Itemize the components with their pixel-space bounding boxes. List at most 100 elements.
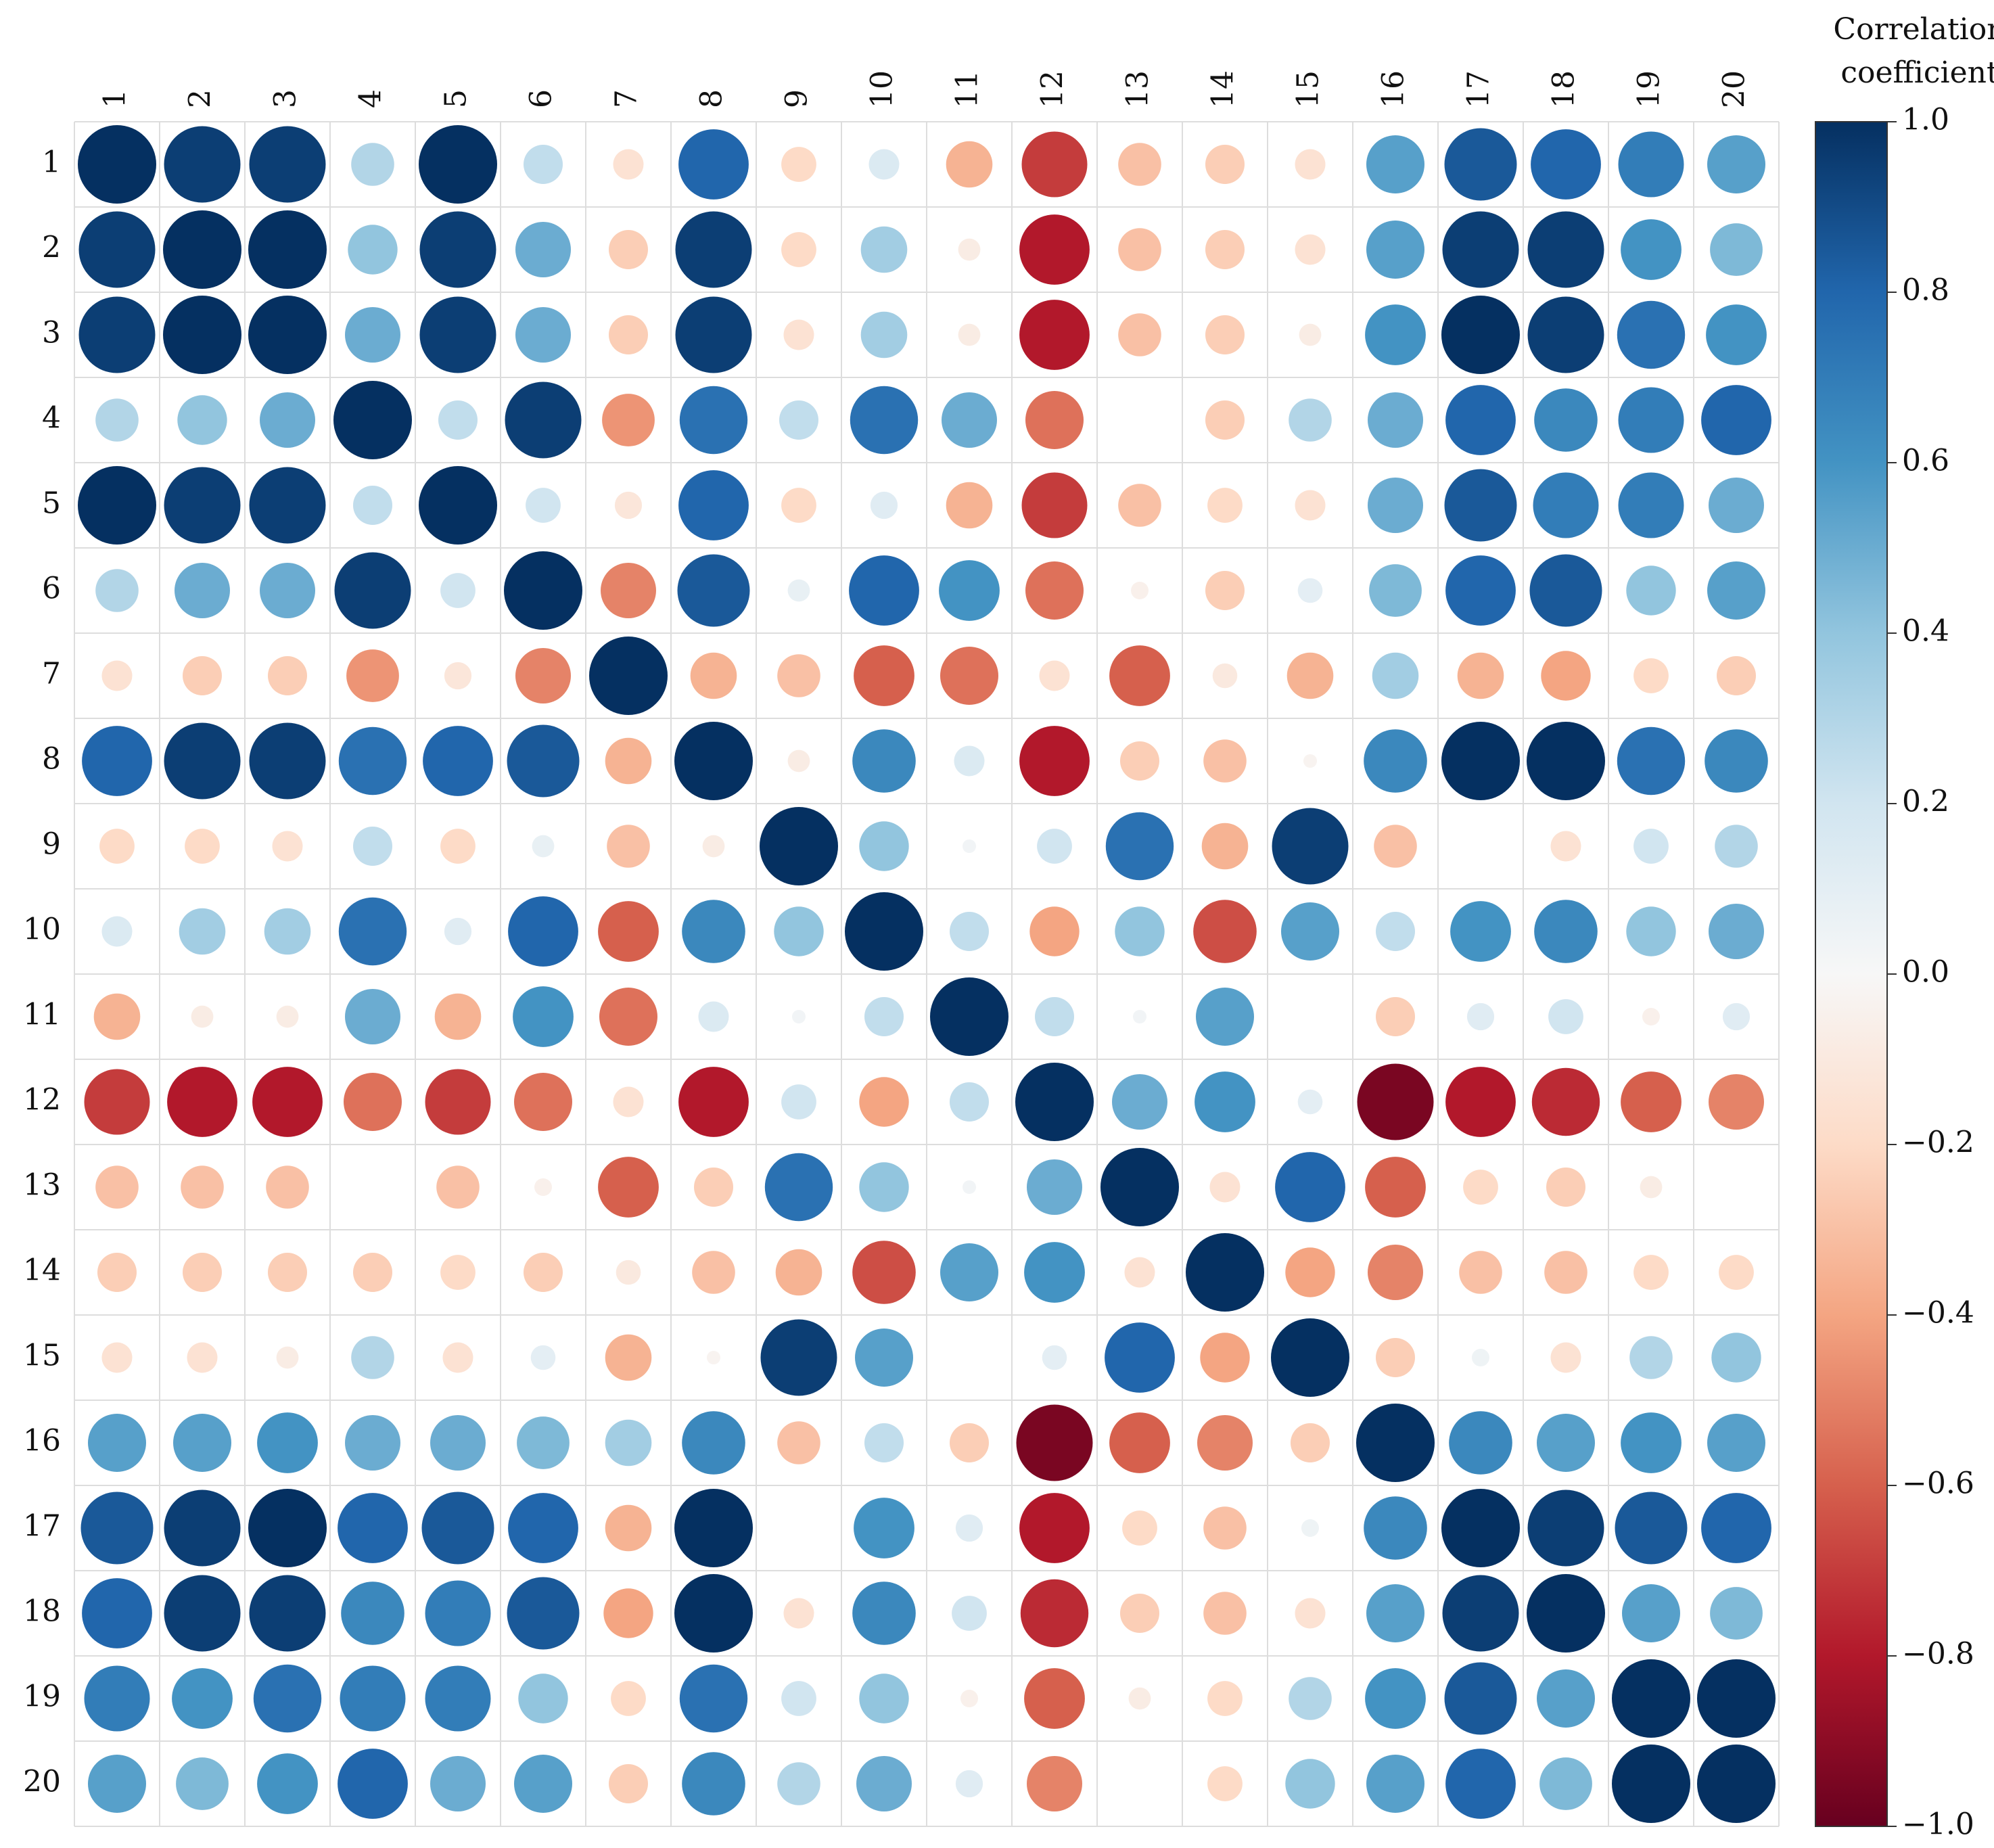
correlation-circle-19-20: [1697, 1659, 1776, 1738]
correlation-circle-15-3: [276, 1346, 299, 1369]
correlation-circle-8-13: [1120, 741, 1159, 781]
correlation-circle-12-6: [514, 1073, 572, 1131]
correlation-circle-15-13: [1105, 1322, 1175, 1393]
correlation-circle-13-16: [1365, 1157, 1426, 1218]
colorbar-tick-label: 0.2: [1902, 785, 1949, 819]
correlation-circle-12-7: [613, 1086, 644, 1117]
correlation-circle-5-11: [946, 482, 993, 529]
correlation-circle-14-6: [524, 1253, 563, 1292]
correlation-circle-9-3: [272, 831, 303, 862]
correlation-circle-12-10: [859, 1077, 909, 1127]
correlation-circle-10-1: [101, 916, 133, 947]
correlation-circle-4-11: [942, 392, 997, 448]
correlation-circle-13-2: [181, 1165, 224, 1209]
correlation-circle-2-13: [1118, 228, 1161, 271]
correlation-circle-18-12: [1020, 1579, 1089, 1648]
correlation-circle-3-3: [248, 296, 327, 374]
correlation-circle-19-14: [1207, 1681, 1243, 1716]
correlation-circle-8-6: [507, 724, 580, 798]
correlation-circle-15-5: [442, 1342, 473, 1373]
correlation-circle-11-18: [1548, 999, 1583, 1034]
correlation-circle-14-7: [616, 1260, 641, 1285]
correlation-circle-5-1: [78, 466, 156, 545]
colorbar-tick-label: −0.8: [1902, 1637, 1974, 1671]
correlation-circle-3-15: [1299, 323, 1322, 346]
correlation-circle-1-17: [1444, 128, 1517, 201]
correlation-circle-5-15: [1295, 490, 1326, 521]
correlation-circle-3-12: [1019, 300, 1090, 370]
correlation-circle-2-2: [163, 210, 241, 289]
x-tick-label: 8: [695, 89, 729, 108]
correlation-circle-4-12: [1025, 391, 1084, 449]
correlation-circle-1-16: [1366, 135, 1424, 193]
correlation-circle-6-3: [260, 563, 315, 618]
correlation-circle-12-13: [1112, 1074, 1167, 1130]
correlation-circle-1-11: [946, 141, 993, 188]
correlation-circle-2-9: [781, 232, 816, 267]
correlation-circle-6-9: [787, 579, 810, 602]
correlation-circle-5-20: [1709, 478, 1764, 533]
correlation-circle-13-10: [859, 1162, 909, 1212]
correlation-circle-4-9: [779, 400, 818, 440]
correlation-circle-10-16: [1376, 912, 1415, 951]
correlation-circle-10-15: [1281, 902, 1339, 961]
correlation-circle-4-20: [1701, 385, 1771, 455]
correlation-circle-19-16: [1365, 1668, 1426, 1729]
correlation-circle-2-18: [1527, 211, 1604, 288]
correlation-circle-19-5: [425, 1665, 491, 1732]
correlation-circle-2-3: [248, 210, 327, 289]
colorbar-tick-label: 1.0: [1902, 103, 1949, 137]
correlation-circle-14-8: [692, 1251, 735, 1294]
correlation-circle-2-20: [1710, 223, 1763, 276]
correlation-circle-11-5: [434, 993, 482, 1040]
correlation-circle-6-7: [601, 563, 656, 618]
correlation-circle-7-4: [346, 649, 399, 702]
correlation-circle-4-10: [850, 386, 919, 455]
correlation-circle-4-7: [602, 394, 655, 446]
correlation-circle-8-18: [1527, 722, 1605, 800]
correlation-circle-12-16: [1357, 1063, 1434, 1140]
correlation-circle-5-8: [678, 470, 749, 540]
correlation-circle-7-16: [1372, 652, 1419, 699]
correlation-circle-3-16: [1365, 304, 1426, 365]
correlation-circle-11-7: [599, 988, 657, 1046]
correlation-circle-10-20: [1709, 904, 1764, 959]
correlation-circle-6-2: [175, 563, 230, 618]
correlation-circle-18-6: [507, 1577, 580, 1650]
correlation-circle-1-15: [1295, 149, 1326, 180]
correlation-circle-19-11: [960, 1690, 978, 1707]
correlation-circle-2-19: [1621, 219, 1682, 280]
correlation-circle-17-7: [605, 1504, 652, 1552]
correlation-circle-15-9: [760, 1319, 837, 1396]
correlation-circle-9-8: [702, 835, 725, 858]
correlation-circle-2-10: [860, 226, 908, 273]
correlation-circle-3-7: [609, 315, 648, 354]
x-tick-label: 20: [1717, 70, 1752, 108]
correlation-circle-11-3: [276, 1005, 299, 1028]
correlation-circle-11-16: [1376, 997, 1415, 1036]
correlation-circle-1-12: [1021, 131, 1088, 198]
correlation-circle-14-19: [1633, 1255, 1669, 1290]
correlation-circle-1-1: [78, 125, 156, 204]
correlation-circle-14-1: [97, 1253, 137, 1292]
correlation-circle-5-6: [526, 488, 561, 523]
correlation-circle-10-5: [444, 917, 472, 946]
correlation-circle-8-5: [423, 726, 493, 796]
correlation-circle-7-2: [183, 656, 222, 695]
correlation-circle-19-10: [859, 1673, 909, 1724]
correlation-circle-15-10: [855, 1329, 913, 1387]
correlation-circle-15-20: [1711, 1333, 1761, 1383]
correlation-circle-20-11: [955, 1770, 983, 1798]
correlation-circle-7-10: [854, 645, 914, 706]
correlation-circle-14-15: [1285, 1247, 1335, 1297]
correlation-circle-2-16: [1366, 221, 1424, 279]
correlation-circle-3-5: [419, 296, 496, 373]
correlation-circle-9-14: [1201, 823, 1249, 870]
correlation-circle-16-16: [1356, 1404, 1435, 1482]
correlation-circle-18-14: [1203, 1592, 1247, 1635]
colorbar-gradient: [1815, 121, 1888, 1827]
correlation-circle-8-8: [674, 722, 753, 800]
correlation-circle-15-4: [351, 1336, 394, 1379]
correlation-circle-16-15: [1291, 1423, 1330, 1462]
